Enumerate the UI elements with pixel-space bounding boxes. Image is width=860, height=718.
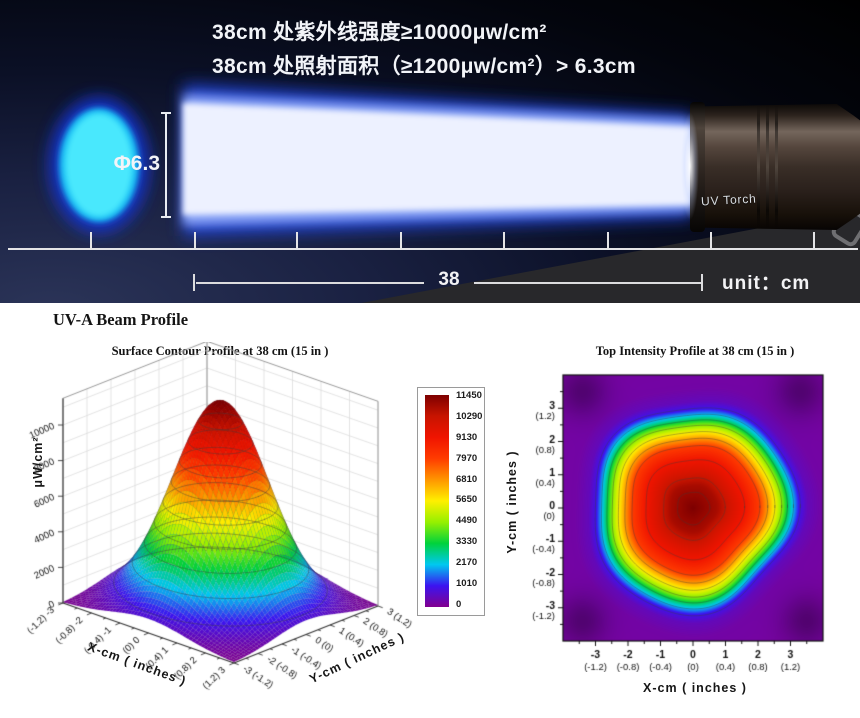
flashlight-groove — [757, 105, 760, 229]
ruler-tick — [400, 232, 402, 249]
heatmap-canvas — [520, 360, 850, 672]
colorbar-label: 10290 — [456, 410, 483, 422]
spec-line-uv-intensity: 38cm 处紫外线强度≥10000μw/cm² — [212, 21, 547, 44]
ruler-tick — [90, 232, 92, 249]
heatmap-chart-title: Top Intensity Profile at 38 cm (15 in ) — [595, 344, 795, 358]
unit-label: unit：cm — [722, 273, 811, 294]
torch-brand-label: UV Torch — [700, 191, 757, 209]
diameter-label: Φ6.3 — [113, 152, 160, 175]
y-axis-title-heatmap: Y-cm ( inches ) — [505, 450, 519, 554]
diameter-dimension-line — [165, 112, 167, 218]
ruler-tick — [710, 232, 712, 249]
colorbar-label: 7970 — [456, 452, 478, 464]
distance-line-right — [474, 282, 702, 284]
colorbar-labels: 11450 10290 9130 7970 6810 5650 4490 3330 2170 10… — [456, 390, 482, 610]
ruler-tick — [296, 232, 298, 249]
colorbar: 11450 10290 9130 7970 6810 5650 4490 3330 2170 10… — [417, 387, 485, 616]
colorbar-label: 2170 — [456, 557, 478, 569]
beam-profile-section: UV-A Beam Profile Surface Contour Profil… — [0, 303, 860, 718]
x-axis-title-heatmap: X-cm ( inches ) — [643, 681, 747, 695]
colorbar-label: 6810 — [456, 473, 478, 485]
colorbar-label: 3330 — [456, 536, 478, 548]
distance-line-left — [196, 282, 424, 284]
diameter-dimension-cap-bottom — [161, 216, 171, 218]
hero-banner: UV Torch 38cm 处紫外线强度≥10000μw/cm² 38cm 处照… — [0, 0, 860, 303]
ruler-baseline — [8, 248, 858, 250]
spec-line-beam-area: 38cm 处照射面积（≥1200μw/cm²）> 6.3cm — [212, 55, 636, 78]
colorbar-label: 5650 — [456, 494, 478, 506]
z-axis-title: μW/cm² — [31, 436, 45, 488]
flashlight-groove — [766, 105, 769, 229]
ruler-tick — [607, 232, 609, 249]
flashlight-groove — [775, 105, 778, 229]
section-heading: UV-A Beam Profile — [53, 310, 189, 329]
colorbar-gradient — [425, 395, 449, 607]
surface-plot-canvas — [15, 342, 445, 718]
ruler-tick — [194, 232, 196, 249]
distance-cap-right — [701, 274, 703, 291]
distance-label: 38 — [438, 269, 460, 290]
flashlight-face-glow — [681, 112, 699, 220]
colorbar-label: 9130 — [456, 431, 478, 443]
beam-outer-glow — [183, 84, 692, 236]
colorbar-label: 4490 — [456, 515, 478, 527]
ruler-tick — [813, 232, 815, 249]
colorbar-label: 11450 — [456, 390, 482, 401]
colorbar-label: 0 — [456, 598, 462, 610]
beam-core — [183, 103, 692, 215]
distance-cap-left — [193, 274, 195, 291]
beam-mid — [183, 95, 692, 225]
colorbar-label: 1010 — [456, 578, 478, 590]
diameter-dimension-cap-top — [161, 112, 171, 114]
ruler-tick — [503, 232, 505, 249]
